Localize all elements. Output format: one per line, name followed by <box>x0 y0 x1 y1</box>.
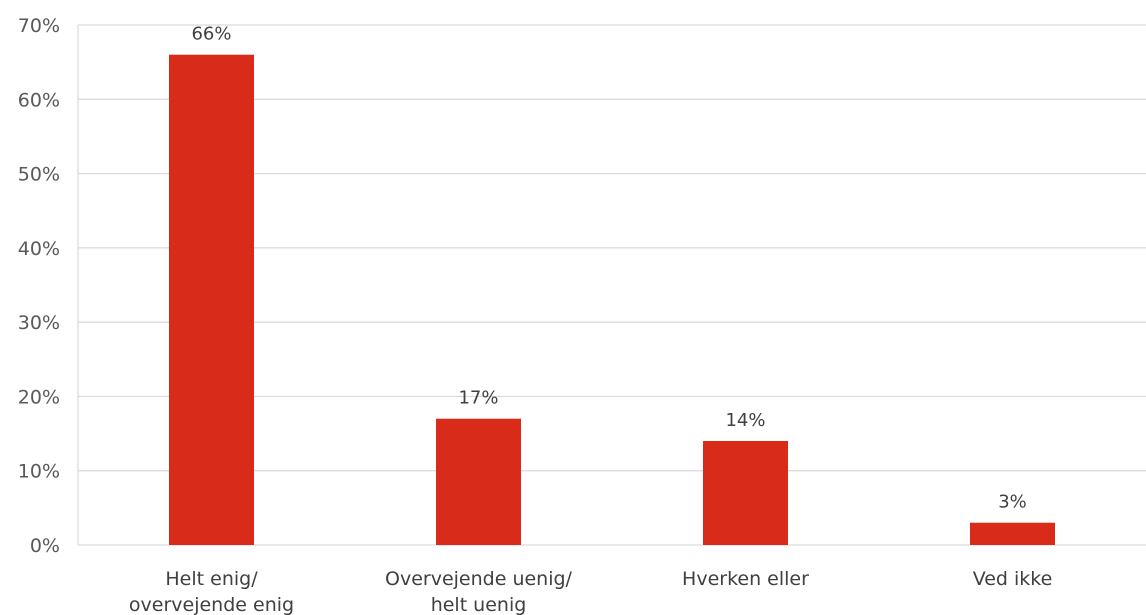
data-label: 3% <box>998 492 1027 513</box>
bar <box>169 54 254 545</box>
x-tick-label: Helt enig/ <box>165 568 258 590</box>
y-tick-label: 50% <box>18 164 60 186</box>
bar <box>436 418 521 545</box>
y-tick-label: 20% <box>18 386 60 408</box>
y-tick-label: 30% <box>18 312 60 334</box>
x-axis: Helt enig/overvejende enig Overvejende ue… <box>129 568 1052 615</box>
x-tick-label: Hverken eller <box>682 568 809 590</box>
x-tick-label: Ved ikke <box>973 568 1053 590</box>
bar <box>970 522 1055 545</box>
x-tick-label: overvejende enig <box>129 594 294 615</box>
data-label: 66% <box>191 24 231 45</box>
y-tick-label: 60% <box>18 89 60 111</box>
x-tick-label: Overvejende uenig/ <box>385 568 573 590</box>
bar <box>703 441 788 545</box>
y-axis: 0% 10% 20% 30% 40% 50% 60% 70% <box>18 15 60 557</box>
bars <box>169 54 1055 545</box>
data-label: 14% <box>725 410 765 431</box>
y-tick-label: 0% <box>30 535 60 557</box>
x-tick-label: helt uenig <box>431 594 527 615</box>
data-label: 17% <box>458 388 498 409</box>
data-labels: 66% 17% 14% 3% <box>191 24 1026 513</box>
y-tick-label: 40% <box>18 238 60 260</box>
y-tick-label: 10% <box>18 461 60 483</box>
y-tick-label: 70% <box>18 15 60 37</box>
gridlines <box>77 24 1146 546</box>
